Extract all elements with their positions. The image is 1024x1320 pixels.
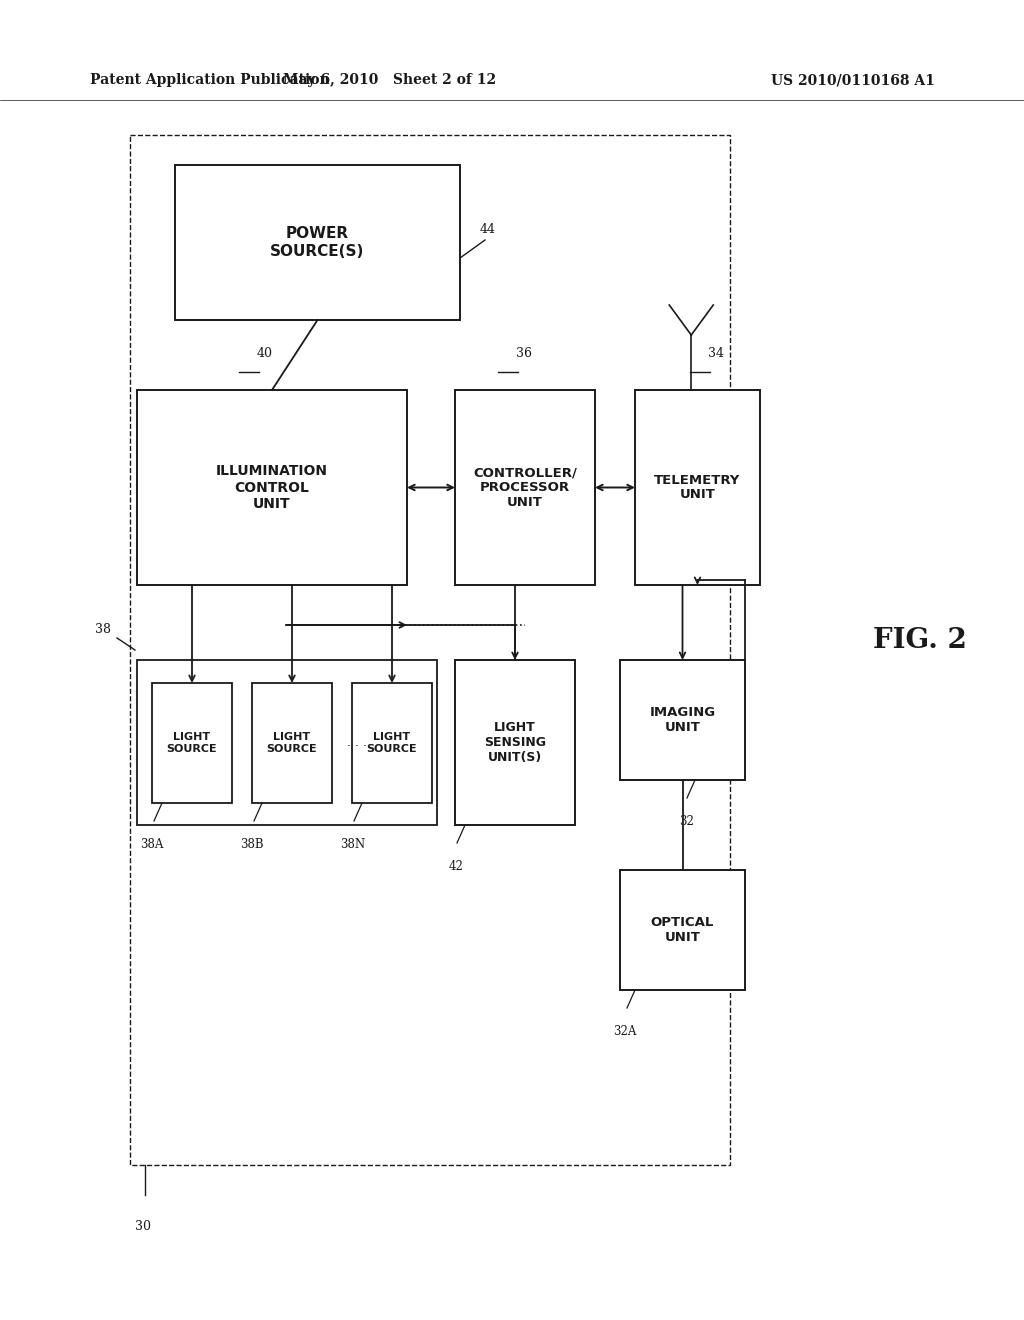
- Text: IMAGING
UNIT: IMAGING UNIT: [649, 706, 716, 734]
- Text: CONTROLLER/
PROCESSOR
UNIT: CONTROLLER/ PROCESSOR UNIT: [473, 466, 577, 510]
- Text: 30: 30: [135, 1220, 151, 1233]
- Text: OPTICAL
UNIT: OPTICAL UNIT: [651, 916, 714, 944]
- Bar: [455, 660, 575, 825]
- Bar: [152, 682, 232, 803]
- Bar: [620, 660, 745, 780]
- Text: 36: 36: [516, 347, 532, 360]
- Text: TELEMETRY
UNIT: TELEMETRY UNIT: [654, 474, 740, 502]
- Bar: [252, 682, 332, 803]
- Bar: [620, 870, 745, 990]
- Text: 38N: 38N: [340, 838, 366, 851]
- Text: ILLUMINATION
CONTROL
UNIT: ILLUMINATION CONTROL UNIT: [216, 465, 328, 511]
- Text: LIGHT
SOURCE: LIGHT SOURCE: [266, 733, 317, 754]
- Text: 38A: 38A: [140, 838, 164, 851]
- Bar: [352, 682, 432, 803]
- Text: . . .: . . .: [347, 737, 367, 750]
- Bar: [130, 135, 730, 1166]
- Bar: [455, 389, 595, 585]
- Text: 32A: 32A: [613, 1026, 636, 1038]
- Bar: [635, 389, 760, 585]
- Bar: [137, 660, 437, 825]
- Text: 32: 32: [679, 814, 694, 828]
- Bar: [175, 165, 460, 319]
- Text: FIG. 2: FIG. 2: [873, 627, 967, 653]
- Text: LIGHT
SENSING
UNIT(S): LIGHT SENSING UNIT(S): [484, 721, 546, 764]
- Text: May 6, 2010   Sheet 2 of 12: May 6, 2010 Sheet 2 of 12: [284, 73, 497, 87]
- Text: 44: 44: [480, 223, 496, 236]
- Text: Patent Application Publication: Patent Application Publication: [90, 73, 330, 87]
- Text: 38: 38: [95, 623, 111, 636]
- Text: POWER
SOURCE(S): POWER SOURCE(S): [270, 226, 365, 259]
- Text: 40: 40: [256, 347, 272, 360]
- Text: LIGHT
SOURCE: LIGHT SOURCE: [167, 733, 217, 754]
- Bar: [137, 389, 407, 585]
- Text: US 2010/0110168 A1: US 2010/0110168 A1: [771, 73, 935, 87]
- Text: LIGHT
SOURCE: LIGHT SOURCE: [367, 733, 418, 754]
- Text: 34: 34: [708, 347, 724, 360]
- Text: 38B: 38B: [240, 838, 263, 851]
- Text: 42: 42: [449, 861, 464, 873]
